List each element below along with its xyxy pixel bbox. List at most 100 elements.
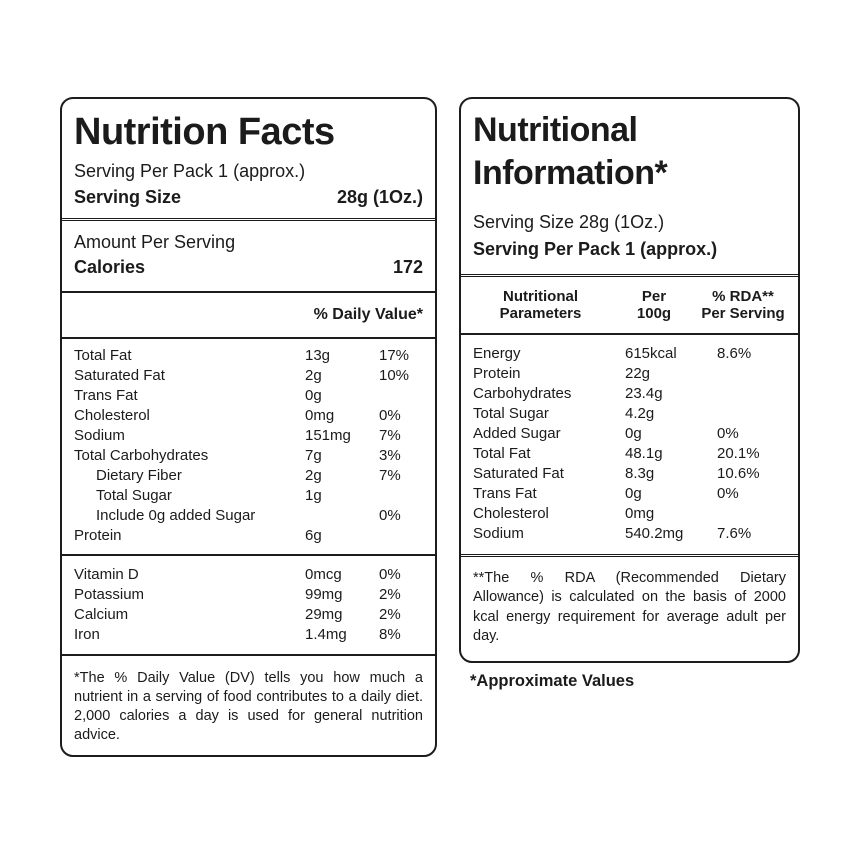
rda-value: 7.6%: [717, 525, 752, 542]
nutrient-row: Cholesterol 0mg 0%: [74, 406, 423, 426]
nutrient-amount: 29mg: [305, 606, 343, 623]
calories-label: Calories: [74, 256, 146, 277]
table-row: Protein 22g: [473, 364, 786, 384]
table-row: Energy 615kcal 8.6%: [473, 344, 786, 364]
amount-per-serving-label: Amount Per Serving: [74, 231, 236, 252]
nutrient-amount: 1g: [305, 486, 322, 504]
nutrient-row: Iron 1.4mg 8%: [74, 625, 423, 645]
nutrient-name: Include 0g added Sugar: [96, 506, 256, 524]
nutrient-row: Vitamin D 0mcg 0%: [74, 565, 423, 585]
nutrient-dv: 7%: [379, 466, 401, 484]
calories-value: 172: [392, 256, 423, 277]
nutrient-amount: 0g: [305, 386, 322, 404]
nutritional-information-panel: Nutritional Information* Serving Size 28…: [459, 97, 800, 663]
per-100g-value: 48.1g: [625, 445, 663, 462]
nutrient-amount: 0mcg: [305, 566, 342, 583]
nutrient-row: Total Sugar 1g: [74, 486, 423, 506]
section-divider: [461, 332, 798, 335]
nutrient-row: Saturated Fat 2g 10%: [74, 366, 423, 386]
nutrient-name: Potassium: [74, 586, 145, 603]
parameter-name: Saturated Fat: [473, 465, 564, 482]
section-divider: [461, 274, 798, 277]
nutrient-dv: [379, 526, 423, 546]
parameter-name: Energy: [473, 345, 521, 362]
nutrient-row: Potassium 99mg 2%: [74, 585, 423, 605]
micronutrient-rows: Vitamin D 0mcg 0% Potassium 99mg 2% Calc…: [62, 556, 435, 654]
nutrient-amount: 13g: [305, 346, 331, 364]
parameter-name: Added Sugar: [473, 425, 561, 442]
table-row: Cholesterol 0mg: [473, 504, 786, 524]
section-divider: [62, 654, 435, 656]
parameter-name: Carbohydrates: [473, 385, 572, 402]
nutrient-name: Calcium: [74, 606, 129, 623]
nutrient-name: Total Sugar: [96, 486, 172, 504]
nutrient-row: Sodium 151mg 7%: [74, 426, 423, 446]
nutrient-amount: 2g: [305, 366, 322, 384]
serving-size-text: Serving Size 28g (1Oz.): [473, 212, 665, 232]
nutrient-dv: 10%: [379, 366, 410, 384]
nutrient-amount: 99mg: [305, 586, 343, 603]
rda-table-header: Nutritional Parameters Per 100g % RDA** …: [461, 277, 798, 333]
nutrient-dv: 0%: [379, 506, 401, 524]
rda-value: [717, 404, 786, 424]
serving-size-row: Serving Size 28g (1Oz.): [74, 185, 423, 209]
nutritional-information-header: Nutritional Information* Serving Size 28…: [461, 99, 798, 274]
nutrient-name: Total Carbohydrates: [74, 446, 209, 464]
serving-size-label: Serving Size: [74, 187, 182, 207]
serving-size-value: 28g (1Oz.): [336, 187, 423, 207]
table-row: Sodium 540.2mg 7.6%: [473, 524, 786, 544]
section-divider: [62, 290, 435, 293]
per-100g-value: 0mg: [625, 505, 655, 522]
nutrient-amount: 7g: [305, 446, 322, 464]
table-row: Total Sugar 4.2g: [473, 404, 786, 424]
rda-value: [717, 384, 786, 404]
serving-per-pack-text: Serving Per Pack 1 (approx.): [74, 161, 306, 181]
per-100g-value: 23.4g: [625, 385, 663, 402]
rda-value: 20.1%: [717, 445, 760, 462]
nutrient-name: Vitamin D: [74, 566, 139, 583]
nutrient-amount: 6g: [305, 526, 322, 544]
serving-per-pack-text: Serving Per Pack 1 (approx.): [473, 239, 718, 259]
nutrient-name: Iron: [74, 626, 100, 643]
table-row: Added Sugar 0g 0%: [473, 424, 786, 444]
column-header-rda: % RDA** Per Serving: [701, 287, 785, 322]
nutrition-facts-header: Nutrition Facts Serving Per Pack 1 (appr…: [62, 99, 435, 218]
per-100g-value: 8.3g: [625, 465, 655, 482]
nutrient-row: Include 0g added Sugar 0%: [74, 506, 423, 526]
nutrient-row: Protein 6g: [74, 526, 423, 546]
parameter-name: Total Sugar: [473, 405, 549, 422]
nutrient-name: Saturated Fat: [74, 366, 165, 384]
nutrient-amount: 151mg: [305, 426, 351, 444]
per-100g-value: 4.2g: [625, 405, 655, 422]
section-divider: [62, 218, 435, 221]
nutrient-dv: 2%: [379, 586, 401, 603]
rda-value: [717, 504, 786, 524]
nutrient-row: Total Fat 13g 17%: [74, 346, 423, 366]
rda-value: 0%: [717, 425, 739, 442]
parameter-name: Trans Fat: [473, 485, 537, 502]
nutrient-dv: 3%: [379, 446, 401, 464]
table-row: Total Fat 48.1g 20.1%: [473, 444, 786, 464]
nutrient-name: Trans Fat: [74, 386, 138, 404]
nutrient-row: Dietary Fiber 2g 7%: [74, 466, 423, 486]
nutrient-amount: [305, 506, 379, 526]
column-header-parameters: Nutritional Parameters: [499, 287, 582, 322]
nutritional-information-title: Nutritional Information*: [473, 111, 668, 192]
nutrient-name: Total Fat: [74, 346, 132, 364]
parameter-name: Cholesterol: [473, 505, 549, 522]
nutrient-name: Sodium: [74, 426, 125, 444]
nutrient-name: Dietary Fiber: [96, 466, 182, 484]
per-100g-value: 22g: [625, 365, 651, 382]
rda-value: [717, 364, 786, 384]
calories-row: Calories 172: [74, 255, 423, 280]
nutrient-amount: 0mg: [305, 406, 335, 424]
nutrition-facts-panel: Nutrition Facts Serving Per Pack 1 (appr…: [60, 97, 437, 757]
table-row: Trans Fat 0g 0%: [473, 484, 786, 504]
rda-table-rows: Energy 615kcal 8.6% Protein 22g Carbohyd…: [461, 335, 798, 554]
nutrient-name: Protein: [74, 526, 122, 544]
daily-value-footnote: *The % Daily Value (DV) tells you how mu…: [74, 670, 423, 743]
nutrient-name: Cholesterol: [74, 406, 150, 424]
rda-value: 8.6%: [717, 345, 752, 362]
nutrient-dv: 0%: [379, 566, 401, 583]
nutrient-amount: 2g: [305, 466, 322, 484]
